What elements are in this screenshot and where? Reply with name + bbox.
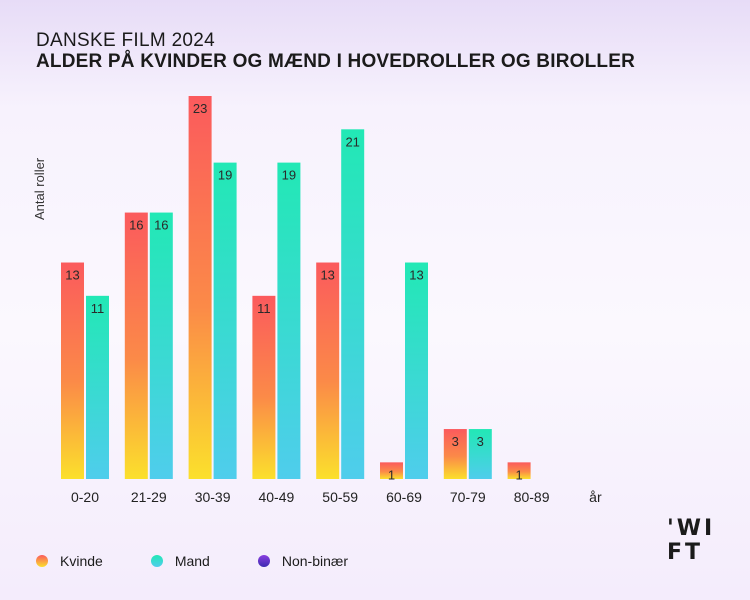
x-tick-60-69: 60-69: [386, 489, 422, 505]
value-label-mand-70-79: 3: [477, 434, 484, 449]
logo-line-2: FT: [667, 540, 704, 565]
legend: Kvinde Mand Non-binær: [36, 553, 348, 569]
value-label-kvinde-70-79: 3: [452, 434, 459, 449]
value-label-mand-21-29: 16: [154, 218, 168, 233]
value-label-mand-50-59: 21: [345, 134, 359, 149]
bar-mand-40-49: [277, 162, 301, 479]
bar-kvinde-60-69: [380, 462, 403, 479]
legend-item-non-binaer: Non-binær: [257, 553, 348, 569]
value-label-mand-30-39: 19: [218, 168, 232, 183]
value-label-mand-40-49: 19: [282, 168, 296, 183]
bar-kvinde-50-59: [316, 262, 340, 479]
value-label-kvinde-30-39: 23: [193, 101, 207, 116]
logo-line-1: 'WI: [667, 516, 716, 541]
value-label-kvinde-80-89: 1: [515, 467, 522, 482]
value-label-kvinde-60-69: 1: [388, 467, 395, 482]
bar-mand-21-29: [149, 212, 173, 479]
legend-label-kvinde: Kvinde: [60, 553, 103, 569]
chart-title: ALDER PÅ KVINDER OG MÆND I HOVEDROLLER O…: [36, 51, 636, 72]
bar-kvinde-40-49: [252, 295, 276, 479]
value-label-mand-0-20: 11: [91, 301, 105, 316]
legend-swatch-mand: [150, 555, 163, 567]
value-label-kvinde-40-49: 11: [257, 301, 271, 316]
legend-item-mand: Mand: [150, 553, 210, 569]
legend-label-non-binaer: Non-binær: [281, 553, 348, 569]
x-tick-70-79: 70-79: [450, 489, 486, 505]
x-tick-30-39: 30-39: [195, 489, 231, 505]
value-label-kvinde-0-20: 13: [65, 268, 79, 283]
legend-item-kvinde: Kvinde: [36, 553, 103, 569]
bar-mand-50-59: [341, 129, 365, 479]
bar-kvinde-0-20: [61, 262, 84, 479]
x-tick-40-49: 40-49: [258, 489, 294, 505]
x-tick-80-89: 80-89: [514, 489, 550, 505]
chart-kicker: DANSKE FILM 2024: [36, 30, 216, 51]
x-tick-år: år: [589, 489, 602, 505]
bar-mand-70-79: [468, 429, 492, 479]
legend-label-mand: Mand: [174, 553, 210, 569]
legend-swatch-non-binaer: [257, 555, 270, 567]
value-label-kvinde-50-59: 13: [320, 268, 334, 283]
x-tick-50-59: 50-59: [322, 489, 358, 505]
bar-mand-30-39: [213, 162, 237, 479]
legend-swatch-kvinde: [36, 555, 48, 567]
bar-kvinde-70-79: [443, 429, 467, 479]
value-label-kvinde-21-29: 16: [129, 218, 143, 233]
x-tick-21-29: 21-29: [131, 489, 167, 505]
value-label-mand-60-69: 13: [409, 268, 423, 283]
wift-logo: 'WI FT: [667, 517, 715, 565]
bar-mand-60-69: [405, 262, 428, 479]
x-tick-0-20: 0-20: [71, 489, 99, 505]
bar-kvinde-30-39: [188, 96, 212, 479]
bar-mand-0-20: [86, 295, 109, 479]
bar-kvinde-21-29: [124, 212, 148, 479]
bar-kvinde-80-89: [507, 462, 531, 479]
